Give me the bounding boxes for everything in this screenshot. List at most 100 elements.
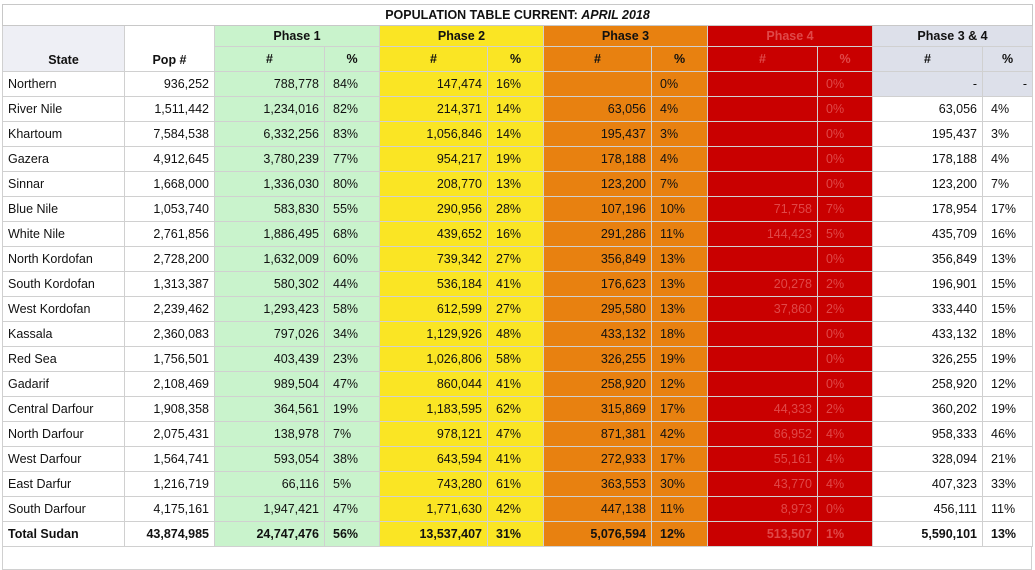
table-row: North Darfour 2,075,431 138,978 7% 978,121 47… bbox=[2, 421, 1034, 447]
phase-3-4-num-cell: - bbox=[872, 71, 983, 97]
phase-3-pct-cell: 12% bbox=[651, 521, 708, 547]
phase-1-num-cell: 3,780,239 bbox=[214, 146, 325, 172]
state-cell: North Kordofan bbox=[2, 246, 125, 272]
phase-2-num-cell: 536,184 bbox=[379, 271, 488, 297]
phase-2-num-cell: 612,599 bbox=[379, 296, 488, 322]
phase-3-4-pct-cell: 19% bbox=[981, 346, 1034, 372]
table-row: Sinnar 1,668,000 1,336,030 80% 208,770 13% 123… bbox=[2, 171, 1034, 197]
phase-1-pct-cell: 68% bbox=[324, 221, 380, 247]
phase-4-pct-cell: 7% bbox=[817, 196, 873, 222]
phase-3-pct-cell: 42% bbox=[651, 421, 708, 447]
phase-1-num-cell: 1,293,423 bbox=[214, 296, 325, 322]
phase-3-num-cell: 195,437 bbox=[543, 121, 652, 147]
phase-3-num-cell: 63,056 bbox=[543, 96, 652, 122]
subheader-row: # % # % # % # % # % bbox=[3, 46, 1034, 72]
phase-3-pct-cell: 11% bbox=[651, 221, 708, 247]
phase-4-num-cell bbox=[707, 71, 818, 97]
phase-2-pct-cell: 14% bbox=[487, 96, 544, 122]
phase-4-num-cell: 20,278 bbox=[707, 271, 818, 297]
phase-1-num-header: # bbox=[214, 46, 325, 72]
phase-3-pct-cell: 13% bbox=[651, 271, 708, 297]
phase-2-num-cell: 1,183,595 bbox=[379, 396, 488, 422]
phase-3-num-cell: 295,580 bbox=[543, 296, 652, 322]
phase-4-pct-cell: 0% bbox=[817, 346, 873, 372]
phase-3-4-pct-header: % bbox=[981, 46, 1034, 72]
phase-2-num-cell: 214,371 bbox=[379, 96, 488, 122]
state-cell: Kassala bbox=[2, 321, 125, 347]
phase-1-pct-cell: 7% bbox=[324, 421, 380, 447]
phase-3-pct-cell: 17% bbox=[651, 446, 708, 472]
phase-3-4-num-cell: 433,132 bbox=[872, 321, 983, 347]
phase-4-num-cell bbox=[707, 171, 818, 197]
pop-cell: 4,175,161 bbox=[124, 496, 215, 522]
phase-2-pct-cell: 41% bbox=[487, 371, 544, 397]
phase-3-4-num-cell: 407,323 bbox=[872, 471, 983, 497]
pop-cell: 2,108,469 bbox=[124, 371, 215, 397]
phase-3-pct-cell: 4% bbox=[651, 96, 708, 122]
table-title: POPULATION TABLE CURRENT: APRIL 2018 bbox=[1, 4, 1034, 26]
phase-4-pct-cell: 0% bbox=[817, 96, 873, 122]
pop-cell: 2,360,083 bbox=[124, 321, 215, 347]
phase-1-pct-cell: 58% bbox=[324, 296, 380, 322]
table-row: Blue Nile 1,053,740 583,830 55% 290,956 28% 10… bbox=[2, 196, 1034, 222]
phase-1-num-cell: 583,830 bbox=[214, 196, 325, 222]
phase-2-pct-cell: 14% bbox=[487, 121, 544, 147]
phase-3-num-cell: 272,933 bbox=[543, 446, 652, 472]
phase-4-num-cell bbox=[707, 146, 818, 172]
phase-3-num-cell: 447,138 bbox=[543, 496, 652, 522]
pop-column-header: Pop # bbox=[124, 25, 215, 72]
phase-1-pct-cell: 34% bbox=[324, 321, 380, 347]
phase-3-4-pct-cell: 46% bbox=[981, 421, 1034, 447]
phase-4-pct-cell: 2% bbox=[817, 271, 873, 297]
state-cell: West Kordofan bbox=[2, 296, 125, 322]
phase-2-num-cell: 743,280 bbox=[379, 471, 488, 497]
phase-1-num-cell: 593,054 bbox=[214, 446, 325, 472]
phase-2-num-cell: 1,771,630 bbox=[379, 496, 488, 522]
table-row: South Kordofan 1,313,387 580,302 44% 536,184… bbox=[2, 271, 1034, 297]
phase-3-num-cell: 5,076,594 bbox=[543, 521, 652, 547]
phase-3-4-pct-cell: - bbox=[981, 71, 1034, 97]
phase-1-pct-cell: 83% bbox=[324, 121, 380, 147]
table-row: Central Darfour 1,908,358 364,561 19% 1,183,… bbox=[2, 396, 1034, 422]
phase-1-pct-cell: 60% bbox=[324, 246, 380, 272]
phase-4-num-cell: 144,423 bbox=[707, 221, 818, 247]
phase-3-pct-cell: 4% bbox=[651, 146, 708, 172]
phase-1-pct-cell: 44% bbox=[324, 271, 380, 297]
phase-2-pct-cell: 58% bbox=[487, 346, 544, 372]
phase-4-pct-cell: 0% bbox=[817, 171, 873, 197]
phase-3-4-pct-cell: 18% bbox=[981, 321, 1034, 347]
phase-4-num-cell: 37,860 bbox=[707, 296, 818, 322]
phase-1-num-cell: 1,886,495 bbox=[214, 221, 325, 247]
phase-3-4-pct-cell: 4% bbox=[981, 146, 1034, 172]
phase-2-num-cell: 290,956 bbox=[379, 196, 488, 222]
phase-3-4-num-cell: 63,056 bbox=[872, 96, 983, 122]
phase-3-4-num-cell: 326,255 bbox=[872, 346, 983, 372]
phase-1-num-cell: 6,332,256 bbox=[214, 121, 325, 147]
phase-3-4-num-cell: 958,333 bbox=[872, 421, 983, 447]
phase-2-pct-cell: 47% bbox=[487, 421, 544, 447]
pop-cell: 4,912,645 bbox=[124, 146, 215, 172]
phase-3-4-num-cell: 123,200 bbox=[872, 171, 983, 197]
phase-4-num-cell: 71,758 bbox=[707, 196, 818, 222]
phase-3-4-num-cell: 5,590,101 bbox=[872, 521, 983, 547]
table-row: White Nile 2,761,856 1,886,495 68% 439,652 16… bbox=[2, 221, 1034, 247]
state-cell: Total Sudan bbox=[2, 521, 125, 547]
phase-1-header: Phase 1 bbox=[214, 25, 380, 47]
table-row: West Darfour 1,564,741 593,054 38% 643,594 41… bbox=[2, 446, 1034, 472]
state-cell: Northern bbox=[2, 71, 125, 97]
state-cell: East Darfur bbox=[2, 471, 125, 497]
phase-1-num-cell: 788,778 bbox=[214, 71, 325, 97]
state-cell: Gazera bbox=[2, 146, 125, 172]
pop-cell: 7,584,538 bbox=[124, 121, 215, 147]
phase-3-4-pct-cell: 12% bbox=[981, 371, 1034, 397]
phase-3-4-pct-cell: 13% bbox=[981, 521, 1034, 547]
phase-3-4-pct-cell: 13% bbox=[981, 246, 1034, 272]
phase-4-pct-cell: 4% bbox=[817, 446, 873, 472]
phase-2-pct-cell: 16% bbox=[487, 221, 544, 247]
table-row: Gazera 4,912,645 3,780,239 77% 954,217 19% 178… bbox=[2, 146, 1034, 172]
phase-3-pct-cell: 13% bbox=[651, 246, 708, 272]
phase-1-pct-cell: 55% bbox=[324, 196, 380, 222]
phase-3-4-num-header: # bbox=[872, 46, 983, 72]
phase-4-pct-cell: 4% bbox=[817, 471, 873, 497]
phase-2-num-cell: 208,770 bbox=[379, 171, 488, 197]
